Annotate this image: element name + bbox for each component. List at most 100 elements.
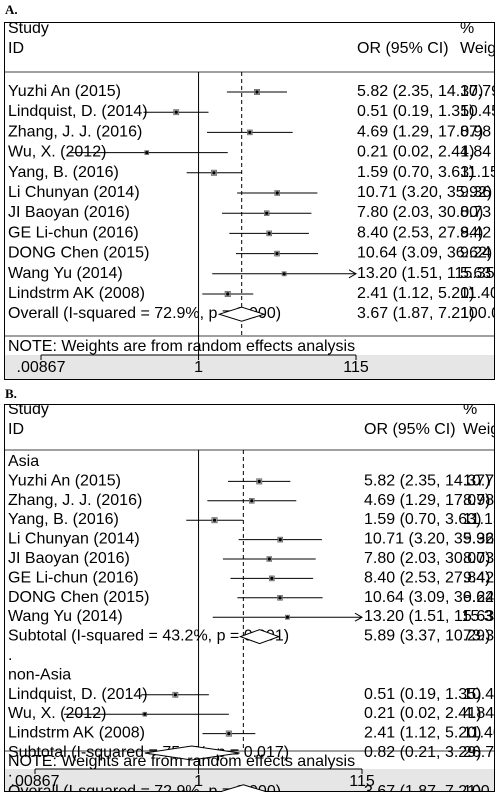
axis-band xyxy=(4,769,495,792)
row-weight: 8.73 xyxy=(460,204,491,221)
row-weight: 11.40 xyxy=(463,725,495,742)
point-estimate xyxy=(275,191,279,195)
header-id: ID xyxy=(8,421,24,438)
axis-tick-label: 115 xyxy=(343,359,369,376)
point-estimate xyxy=(270,576,274,580)
point-estimate xyxy=(275,252,279,256)
row-label: Asia xyxy=(8,453,39,470)
row-weight: 9.42 xyxy=(463,569,494,586)
row-label: non-Asia xyxy=(8,666,71,683)
row-or-text: 13.20 (1.51, 115.35) xyxy=(357,265,495,282)
row-label: Yuzhi An (2015) xyxy=(8,472,121,489)
row-label: Li Chunyan (2014) xyxy=(8,531,140,548)
row-label: Subtotal (I-squared = 43.2%, p = 0.091) xyxy=(8,628,289,645)
row-weight: 11.15 xyxy=(460,164,495,181)
ci-arrow xyxy=(348,269,358,279)
point-estimate xyxy=(282,272,286,276)
row-weight: 5.63 xyxy=(463,608,494,625)
row-label: Yang, B. (2016) xyxy=(8,511,119,528)
row-weight: 4.84 xyxy=(463,705,494,722)
note-text: NOTE: Weights are from random effects an… xyxy=(8,338,355,355)
point-estimate xyxy=(250,499,254,503)
row-or-text: 10.64 (3.09, 36.62) xyxy=(357,245,492,262)
point-estimate xyxy=(278,596,282,600)
point-estimate xyxy=(285,615,290,619)
point-estimate xyxy=(248,130,252,134)
point-estimate xyxy=(145,151,149,155)
row-label: GE Li-chun (2016) xyxy=(8,224,139,241)
point-estimate xyxy=(226,292,230,296)
row-label: Wu, X. (2012) xyxy=(8,705,106,722)
panel-b-label: B. xyxy=(5,386,17,401)
row-or-text: 2.41 (1.12, 5.20) xyxy=(357,285,474,302)
row-label: Li Chunyan (2014) xyxy=(8,184,140,201)
axis-tick-label: 1 xyxy=(194,773,203,790)
row-weight: 4.84 xyxy=(460,144,491,161)
row-weight: 10.45 xyxy=(460,103,495,120)
row-label: JI Baoyan (2016) xyxy=(8,204,130,221)
header-pct: % xyxy=(463,404,477,418)
row-weight: 100.00 xyxy=(463,783,495,792)
header-or: OR (95% CI) xyxy=(357,40,449,57)
row-weight: 8.98 xyxy=(463,492,494,509)
row-label: Lindstrm AK (2008) xyxy=(8,285,145,302)
axis-tick-label: 1 xyxy=(194,359,203,376)
row-label: Zhang, J. J. (2016) xyxy=(8,492,142,509)
row-label: . xyxy=(8,763,12,780)
row-label: JI Baoyan (2016) xyxy=(8,550,130,567)
row-weight: 26.70 xyxy=(463,744,495,761)
row-weight: 9.36 xyxy=(460,184,491,201)
row-or-text: 4.69 (1.29, 17.07) xyxy=(364,492,490,509)
point-estimate xyxy=(212,171,216,175)
header-weight: Weight xyxy=(460,40,495,57)
row-or-text: 4.69 (1.29, 17.07) xyxy=(357,123,483,140)
row-or-text: 5.89 (3.37, 10.29) xyxy=(364,628,490,645)
pooled-diamond xyxy=(238,629,281,645)
row-label: Zhang, J. J. (2016) xyxy=(8,123,142,140)
row-label: Yang, B. (2016) xyxy=(8,164,119,181)
row-or-text: 0.51 (0.19, 1.35) xyxy=(364,686,481,703)
ci-arrow xyxy=(354,612,364,622)
row-or-text: 0.51 (0.19, 1.35) xyxy=(357,103,474,120)
point-estimate xyxy=(174,110,178,114)
row-or-text: 5.82 (2.35, 14.37) xyxy=(364,472,490,489)
row-label: Overall (I-squared = 72.9%, p = 0.000) xyxy=(8,305,281,322)
forest-svg: Study ID OR (95% CI)% Weight Asia Yuzhi An (2… xyxy=(4,401,499,797)
point-estimate xyxy=(255,90,259,94)
row-or-text: 8.40 (2.53, 27.84) xyxy=(364,569,490,586)
row-label: Yuzhi An (2015) xyxy=(8,83,121,100)
row-label: DONG Chen (2015) xyxy=(8,245,149,262)
row-or-text: 3.67 (1.87, 7.21) xyxy=(357,305,474,322)
row-weight: 11.40 xyxy=(460,285,495,302)
row-label: Wu, X. (2012) xyxy=(8,144,106,161)
point-estimate xyxy=(278,538,282,542)
point-estimate xyxy=(173,693,177,697)
forest-plot-b: Study ID OR (95% CI)% Weight Asia Yuzhi An (2… xyxy=(4,401,499,797)
row-weight: 9.24 xyxy=(463,589,494,606)
row-or-text: 13.20 (1.51, 115.35) xyxy=(364,608,495,625)
row-weight: 8.73 xyxy=(463,550,494,567)
row-weight: 5.63 xyxy=(460,265,491,282)
header-or: OR (95% CI) xyxy=(364,421,456,438)
row-or-text: 1.59 (0.70, 3.63) xyxy=(357,164,474,181)
header-id: ID xyxy=(8,40,24,57)
forest-plot-a: Study ID OR (95% CI)% Weight Yuzhi An (2015)… xyxy=(4,20,499,380)
pooled-diamond xyxy=(217,306,266,322)
row-label: Wang Yu (2014) xyxy=(8,608,123,625)
point-estimate xyxy=(227,732,231,736)
row-or-text: 10.71 (3.20, 35.92) xyxy=(364,531,495,548)
point-estimate xyxy=(212,518,217,522)
point-estimate xyxy=(267,231,271,235)
plot-border xyxy=(4,22,495,380)
header-study: Study xyxy=(8,404,49,418)
row-or-text: 10.64 (3.09, 36.62) xyxy=(364,589,495,606)
point-estimate xyxy=(267,557,271,561)
row-label: Lindstrm AK (2008) xyxy=(8,725,145,742)
row-or-text: 0.82 (0.21, 3.29) xyxy=(364,744,481,761)
point-estimate xyxy=(143,712,147,716)
row-or-text: 7.80 (2.03, 30.00) xyxy=(364,550,490,567)
row-or-text: 10.71 (3.20, 35.92) xyxy=(357,184,492,201)
point-estimate xyxy=(265,211,269,215)
row-label: GE Li-chun (2016) xyxy=(8,569,139,586)
row-weight: 9.24 xyxy=(460,245,491,262)
